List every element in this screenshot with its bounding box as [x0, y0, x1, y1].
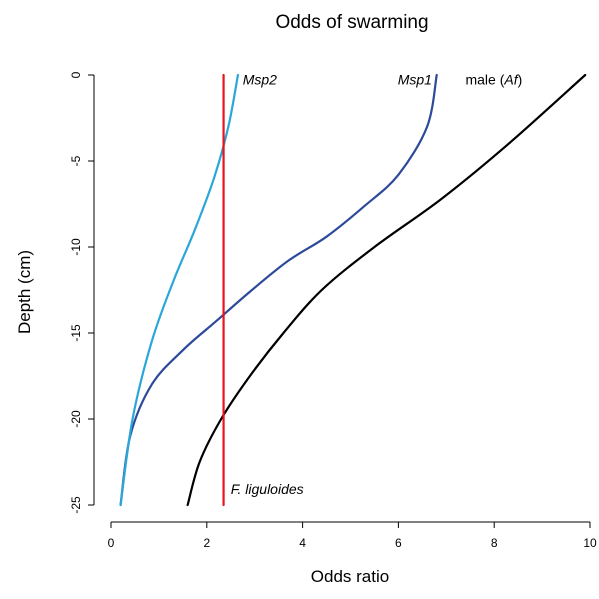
- series-label-msp2: Msp2: [243, 71, 277, 87]
- y-tick-label: -10: [69, 238, 83, 256]
- series-line-msp1: [119, 73, 438, 507]
- series-labels: male (Af) Msp1 Msp2 F. liguloides: [231, 71, 523, 496]
- x-axis: 0 2 4 6 8 10: [108, 521, 597, 550]
- x-tick-label: 2: [203, 536, 210, 550]
- x-tick-label: 8: [491, 536, 498, 550]
- series-label-italic: Msp1: [398, 71, 432, 87]
- series-label-male-af: male (Af): [465, 71, 522, 87]
- series-label-prefix: male (: [465, 71, 504, 87]
- x-axis-label: Odds ratio: [311, 567, 389, 586]
- y-axis: 0 -5 -10 -15 -20 -25: [69, 71, 95, 514]
- y-tick-label: 0: [69, 71, 83, 78]
- y-tick-label: -20: [69, 410, 83, 428]
- y-tick-label: -15: [69, 324, 83, 342]
- series-label-suffix: ): [518, 71, 523, 87]
- series-label-italic: Af: [503, 71, 519, 87]
- series-label-f-liguloides: F. liguloides: [231, 481, 304, 497]
- series-label-italic: F. liguloides: [231, 481, 304, 497]
- series-label-italic: Msp2: [243, 71, 277, 87]
- y-axis-label: Depth (cm): [15, 250, 34, 334]
- series-group: [119, 73, 587, 507]
- y-tick-label: -5: [69, 155, 83, 166]
- x-tick-label: 10: [583, 536, 597, 550]
- y-tick-label: -25: [69, 496, 83, 514]
- x-tick-label: 0: [108, 536, 115, 550]
- series-line-msp2: [119, 73, 240, 507]
- chart-title: Odds of swarming: [275, 12, 428, 33]
- series-line-male-af: [186, 73, 587, 507]
- x-tick-label: 4: [299, 536, 306, 550]
- x-tick-label: 6: [395, 536, 402, 550]
- series-label-msp1: Msp1: [398, 71, 432, 87]
